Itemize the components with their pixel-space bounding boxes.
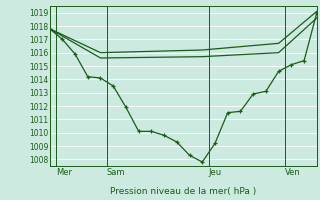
Text: Jeu: Jeu: [209, 168, 222, 177]
Text: Pression niveau de la mer( hPa ): Pression niveau de la mer( hPa ): [110, 187, 256, 196]
Text: Mer: Mer: [56, 168, 72, 177]
Text: Sam: Sam: [107, 168, 125, 177]
Text: Ven: Ven: [285, 168, 301, 177]
